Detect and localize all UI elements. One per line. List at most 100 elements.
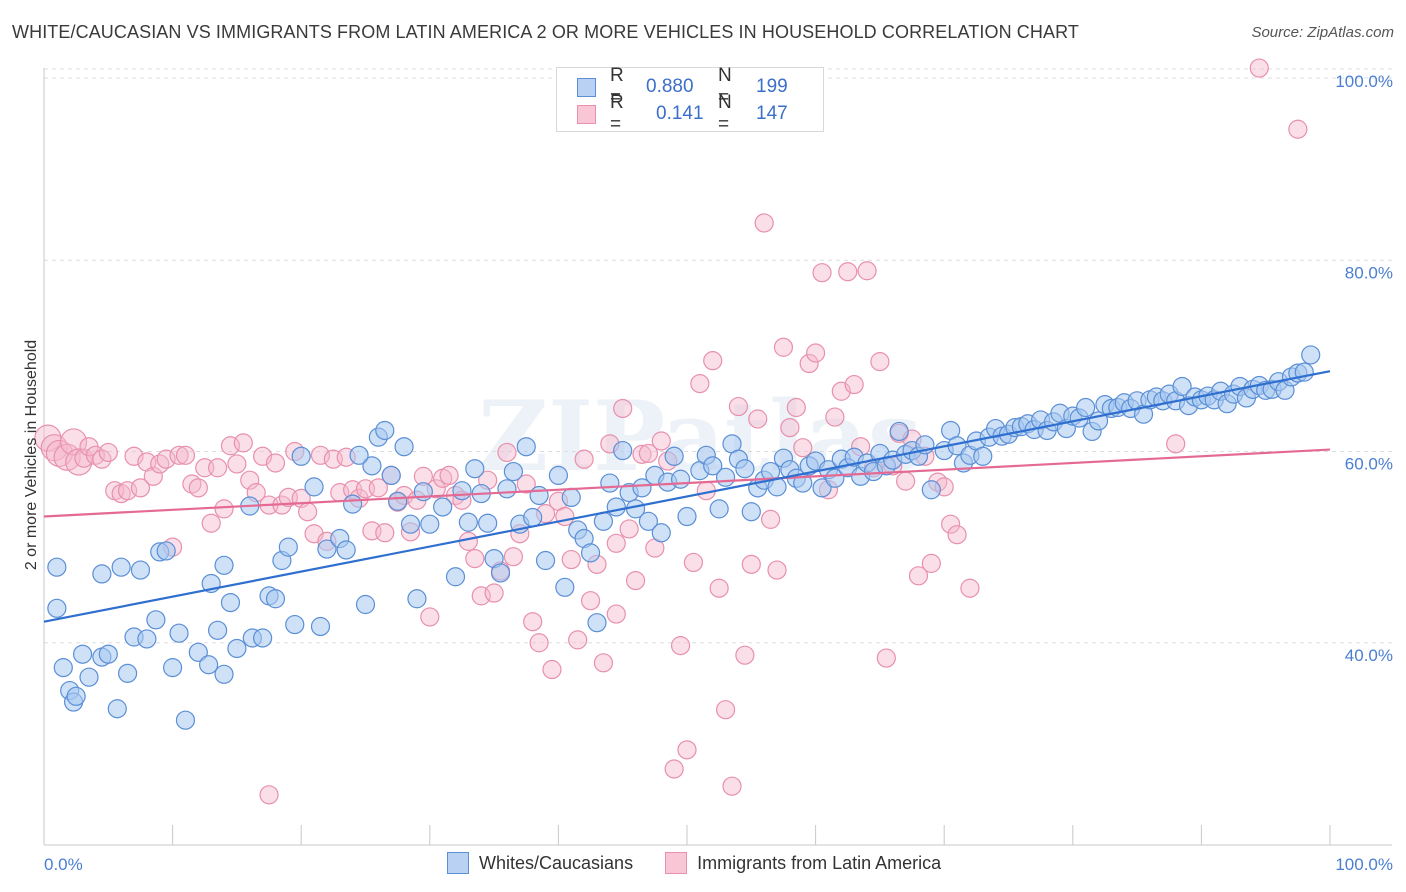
data-point-immigrants bbox=[625, 570, 646, 591]
data-point-whites bbox=[375, 420, 395, 441]
data-point-whites bbox=[709, 499, 729, 519]
trend-lines bbox=[43, 370, 1331, 623]
data-point-immigrants bbox=[638, 443, 659, 464]
data-point-whites bbox=[465, 459, 485, 479]
data-point-immigrants bbox=[606, 533, 626, 553]
data-point-whites bbox=[632, 478, 652, 498]
data-point-whites bbox=[79, 667, 99, 687]
legend-swatch-blue bbox=[577, 77, 596, 97]
data-point-immigrants bbox=[613, 398, 633, 419]
data-point-whites bbox=[343, 494, 363, 514]
data-point-immigrants bbox=[98, 442, 118, 463]
data-point-whites bbox=[291, 446, 311, 466]
data-point-immigrants bbox=[169, 445, 189, 465]
data-point-immigrants bbox=[156, 449, 176, 469]
data-point-immigrants bbox=[793, 438, 813, 458]
data-point-whites bbox=[433, 497, 453, 517]
data-point-immigrants bbox=[908, 566, 929, 586]
data-point-whites bbox=[349, 445, 369, 465]
data-point-whites bbox=[72, 644, 93, 664]
data-point-whites bbox=[388, 491, 408, 511]
data-point-immigrants bbox=[748, 409, 768, 429]
data-point-immigrants bbox=[516, 474, 536, 494]
data-point-whites bbox=[561, 487, 581, 507]
data-point-whites bbox=[362, 456, 382, 476]
legend-item-whites: Whites/Caucasians bbox=[447, 852, 633, 874]
legend-swatch-pink bbox=[577, 104, 596, 124]
data-point-whites bbox=[400, 514, 421, 534]
data-point-whites bbox=[735, 459, 755, 479]
data-point-immigrants bbox=[805, 343, 826, 363]
data-point-immigrants bbox=[175, 445, 196, 465]
data-point-whites bbox=[66, 686, 86, 706]
legend-r-label: R = bbox=[610, 92, 624, 135]
data-point-whites bbox=[175, 710, 196, 730]
data-point-whites bbox=[889, 421, 909, 442]
data-point-immigrants bbox=[722, 776, 742, 796]
data-point-immigrants bbox=[298, 502, 318, 522]
data-point-immigrants bbox=[1249, 58, 1269, 78]
legend-item-immigrants: Immigrants from Latin America bbox=[665, 852, 941, 874]
data-point-immigrants bbox=[188, 478, 208, 498]
data-point-immigrants bbox=[683, 552, 704, 573]
y-axis-title: 2 or more Vehicles in Household bbox=[23, 340, 40, 570]
data-point-immigrants bbox=[523, 612, 543, 632]
data-point-immigrants bbox=[208, 458, 228, 478]
data-point-immigrants bbox=[728, 396, 749, 417]
legend-r-value: 0.880 bbox=[646, 76, 694, 97]
data-point-whites bbox=[317, 539, 337, 559]
y-tick-label: 60.0% bbox=[1345, 455, 1393, 474]
data-point-whites bbox=[253, 628, 273, 648]
data-point-whites bbox=[651, 523, 671, 543]
data-point-whites bbox=[146, 610, 166, 630]
data-point-immigrants bbox=[420, 607, 440, 627]
legend-row-whites: R = 0.880 N = 199 bbox=[577, 65, 788, 108]
data-point-whites bbox=[1172, 376, 1192, 397]
data-point-whites bbox=[111, 557, 131, 577]
data-point-whites bbox=[117, 663, 138, 683]
trend-line-immigrants bbox=[43, 448, 1331, 518]
data-point-whites bbox=[53, 658, 73, 678]
data-point-whites bbox=[220, 592, 241, 613]
data-point-immigrants bbox=[960, 578, 980, 598]
data-point-whites bbox=[600, 473, 620, 493]
data-point-immigrants bbox=[568, 630, 588, 650]
data-point-immigrants bbox=[227, 454, 247, 474]
data-point-immigrants bbox=[265, 453, 286, 473]
data-point-immigrants bbox=[709, 578, 729, 598]
data-point-immigrants bbox=[233, 433, 253, 453]
data-point-immigrants bbox=[497, 442, 517, 463]
data-point-immigrants bbox=[870, 352, 890, 372]
y-tick-label: 40.0% bbox=[1345, 646, 1393, 665]
legend-n-label: N = bbox=[718, 92, 732, 135]
data-point-whites bbox=[98, 644, 118, 664]
data-point-whites bbox=[199, 655, 219, 675]
data-point-whites bbox=[214, 664, 234, 684]
data-point-immigrants bbox=[799, 353, 819, 374]
legend-label-immigrants: Immigrants from Latin America bbox=[697, 852, 942, 873]
data-point-immigrants bbox=[561, 549, 581, 570]
data-point-whites bbox=[1301, 345, 1321, 365]
data-point-immigrants bbox=[735, 645, 755, 665]
data-point-immigrants bbox=[503, 547, 523, 567]
data-point-immigrants bbox=[921, 553, 941, 573]
legend-row-immigrants: R = 0.141 N = 147 bbox=[577, 92, 788, 135]
data-point-whites bbox=[137, 629, 157, 649]
y-tick-label: 100.0% bbox=[1335, 72, 1393, 91]
data-point-immigrants bbox=[947, 525, 967, 545]
data-point-immigrants bbox=[754, 213, 774, 233]
data-point-whites bbox=[47, 598, 67, 618]
data-point-immigrants bbox=[484, 583, 504, 603]
data-point-whites bbox=[715, 467, 736, 487]
y-tick-labels: 40.0% 60.0% 80.0% 100.0% bbox=[1335, 72, 1393, 665]
data-point-whites bbox=[677, 506, 697, 527]
data-point-whites bbox=[580, 543, 601, 563]
data-point-whites bbox=[355, 594, 376, 615]
legend-n-value: 147 bbox=[756, 103, 788, 124]
data-point-immigrants bbox=[130, 478, 151, 498]
data-point-whites bbox=[523, 507, 543, 528]
data-point-whites bbox=[169, 623, 189, 643]
x-tick-label: 100.0% bbox=[1335, 855, 1393, 874]
data-point-whites bbox=[188, 642, 208, 662]
